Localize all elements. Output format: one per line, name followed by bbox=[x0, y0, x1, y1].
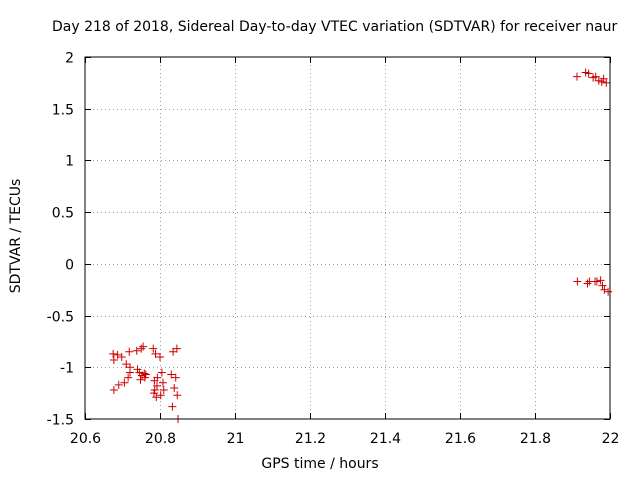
data-point bbox=[114, 380, 123, 389]
x-axis-label: GPS time / hours bbox=[261, 456, 379, 472]
x-tick-label: 20.6 bbox=[70, 431, 101, 447]
x-tick-labels: 20.6 20.8 21 21.2 21.4 21.6 21.8 22 bbox=[70, 431, 620, 447]
y-tick-label: 0 bbox=[65, 258, 74, 274]
data-point bbox=[170, 383, 179, 392]
data-point bbox=[172, 344, 181, 353]
data-point bbox=[173, 391, 182, 400]
data-point bbox=[137, 344, 146, 353]
y-tick-label: -0.5 bbox=[47, 310, 74, 326]
data-point bbox=[171, 373, 180, 382]
data-point bbox=[153, 381, 161, 390]
data-point bbox=[117, 352, 126, 361]
data-point bbox=[150, 386, 159, 395]
data-point bbox=[132, 346, 141, 355]
data-point bbox=[136, 375, 145, 384]
chart-title: Day 218 of 2018, Sidereal Day-to-day VTE… bbox=[52, 19, 618, 35]
data-point bbox=[157, 368, 166, 377]
x-tick-label: 20.8 bbox=[145, 431, 176, 447]
data-point bbox=[153, 373, 162, 382]
data-point bbox=[591, 72, 600, 81]
x-tick-label: 21 bbox=[227, 431, 245, 447]
data-point bbox=[126, 363, 134, 372]
data-point bbox=[141, 370, 150, 379]
data-point bbox=[140, 369, 149, 378]
data-point bbox=[602, 78, 611, 87]
data-point bbox=[109, 386, 118, 395]
x-tick-label: 22 bbox=[602, 431, 620, 447]
data-point bbox=[156, 352, 164, 361]
data-point bbox=[592, 277, 601, 286]
data-point bbox=[109, 349, 118, 358]
data-point bbox=[152, 393, 161, 402]
data-point bbox=[583, 279, 592, 288]
data-point bbox=[573, 72, 581, 81]
y-axis-label: SDTVAR / TECUs bbox=[8, 178, 24, 294]
x-tick-label: 21.8 bbox=[520, 431, 551, 447]
y-tick-label: -1 bbox=[60, 361, 74, 377]
data-point bbox=[139, 342, 148, 351]
data-point bbox=[109, 356, 118, 365]
y-tick-label: 1.5 bbox=[52, 103, 74, 119]
data-point bbox=[149, 344, 158, 353]
y-tick-label: 2 bbox=[65, 51, 74, 67]
data-point bbox=[167, 370, 176, 379]
data-point bbox=[120, 378, 129, 387]
data-point bbox=[584, 69, 593, 78]
data-point bbox=[604, 287, 613, 296]
data-point bbox=[156, 391, 165, 400]
data-point bbox=[168, 402, 177, 411]
data-point bbox=[159, 378, 167, 387]
axis-ticks bbox=[85, 57, 611, 420]
data-point bbox=[573, 277, 582, 286]
data-point bbox=[596, 276, 605, 285]
data-point bbox=[113, 350, 122, 359]
grid-lines bbox=[85, 57, 610, 419]
x-tick-label: 21.6 bbox=[445, 431, 476, 447]
y-tick-label: 1 bbox=[65, 154, 74, 170]
data-point bbox=[159, 386, 168, 395]
data-point bbox=[599, 74, 608, 83]
x-tick-label: 21.2 bbox=[295, 431, 326, 447]
data-point bbox=[124, 373, 133, 382]
data-point bbox=[151, 349, 160, 358]
data-points bbox=[109, 68, 613, 423]
y-tick-label: 0.5 bbox=[52, 206, 74, 222]
y-tick-labels: -1.5 -1 -0.5 0 0.5 1 1.5 2 bbox=[47, 51, 74, 429]
plot-frame bbox=[84, 56, 611, 420]
data-point bbox=[600, 285, 609, 294]
y-tick-label: -1.5 bbox=[47, 413, 74, 429]
x-tick-label: 21.4 bbox=[370, 431, 401, 447]
data-point bbox=[598, 281, 607, 290]
data-point bbox=[125, 347, 134, 356]
